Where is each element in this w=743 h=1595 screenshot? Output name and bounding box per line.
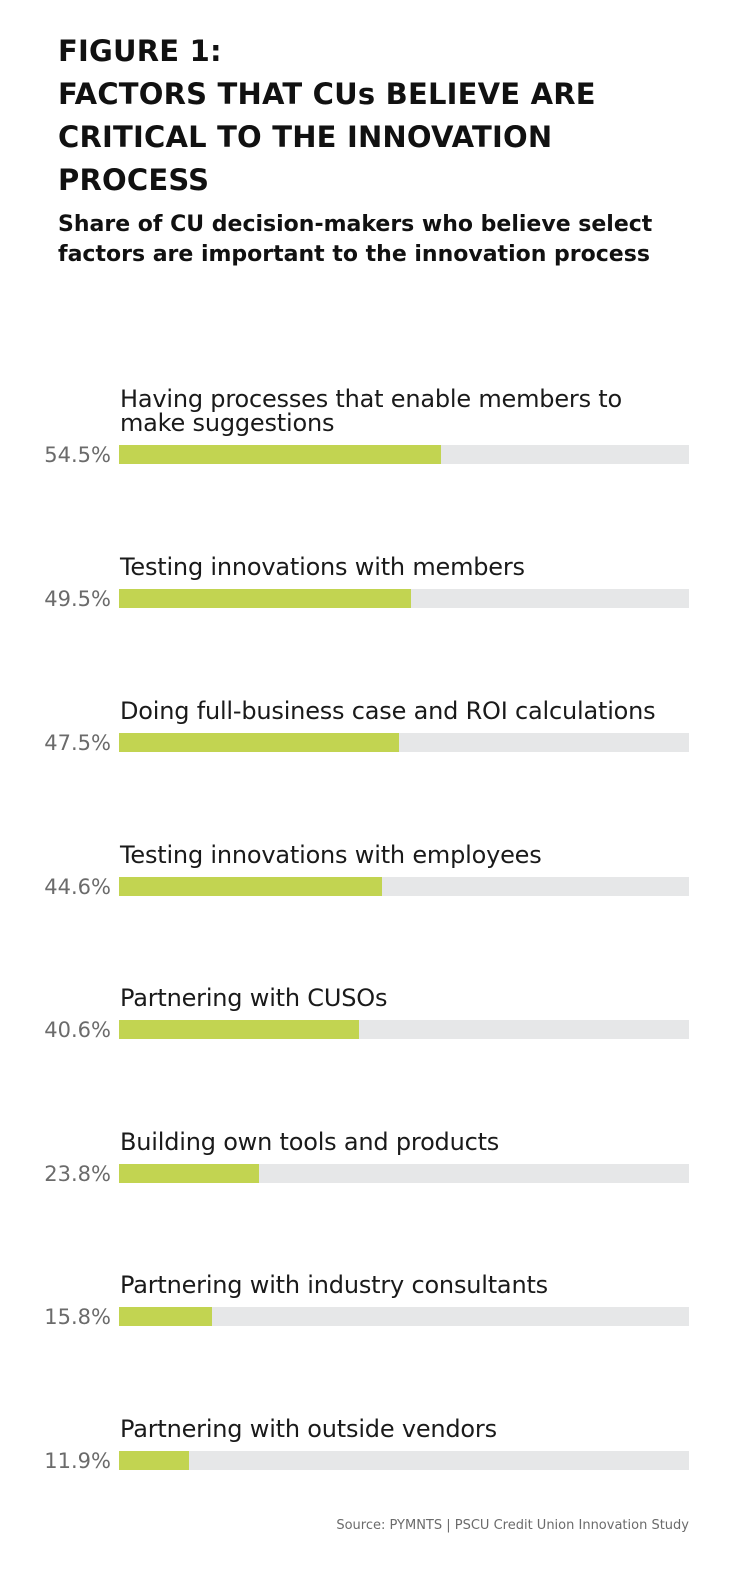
- chart-subtitle: Share of CU decision-makers who believe …: [58, 212, 653, 267]
- bar-track: [119, 1020, 689, 1039]
- bar-fill: [119, 733, 400, 752]
- bar-fill: [119, 589, 412, 608]
- title-line: CRITICAL TO THE INNOVATION: [58, 120, 553, 154]
- bar-fill: [119, 877, 383, 896]
- bar-track: [119, 589, 689, 608]
- bar-track: [119, 1164, 689, 1183]
- bar-value: 47.5%: [44, 731, 111, 755]
- chart-title: FIGURE 1: FACTORS THAT CUs BELIEVE ARE C…: [58, 30, 698, 202]
- bar-fill: [119, 1307, 213, 1326]
- bar-value: 44.6%: [44, 875, 111, 899]
- bar-value: 15.8%: [44, 1305, 111, 1329]
- source-note: Source: PYMNTS | PSCU Credit Union Innov…: [336, 1518, 689, 1533]
- bar-track: [119, 1451, 689, 1470]
- bar-value: 40.6%: [44, 1018, 111, 1042]
- title-line: FIGURE 1:: [58, 34, 222, 68]
- bar-track: [119, 733, 689, 752]
- bar-label: Partnering with industry consultants: [120, 1271, 548, 1299]
- bar-label: Testing innovations with employees: [120, 841, 542, 869]
- bar-value: 23.8%: [44, 1162, 111, 1186]
- bar-value: 11.9%: [44, 1449, 111, 1473]
- bar-track: [119, 1307, 689, 1326]
- bar-label: Doing full-business case and ROI calcula…: [120, 697, 656, 725]
- bar-label: Having processes that enable members to …: [120, 385, 622, 437]
- bar-fill: [119, 1451, 190, 1470]
- bar-fill: [119, 1020, 359, 1039]
- bar-value: 49.5%: [44, 587, 111, 611]
- bar-label: Partnering with outside vendors: [120, 1415, 497, 1443]
- bar-fill: [119, 1164, 260, 1183]
- title-line: FACTORS THAT CUs BELIEVE ARE: [58, 77, 596, 111]
- bar-fill: [119, 445, 441, 464]
- bar-track: [119, 877, 689, 896]
- bar-label: Partnering with CUSOs: [120, 984, 388, 1012]
- bar-label: Building own tools and products: [120, 1128, 500, 1156]
- title-line: PROCESS: [58, 163, 210, 197]
- bar-track: [119, 445, 689, 464]
- bar-label: Testing innovations with members: [120, 553, 525, 581]
- bar-value: 54.5%: [44, 443, 111, 467]
